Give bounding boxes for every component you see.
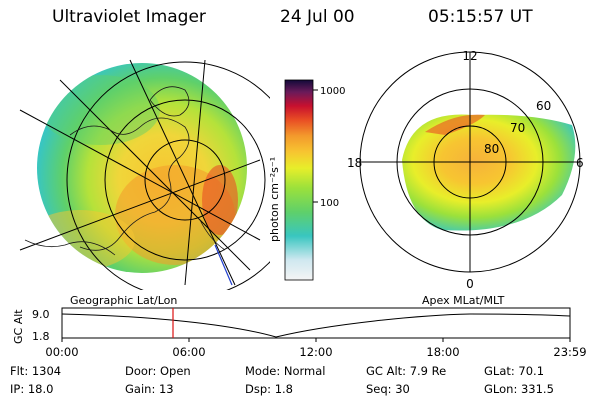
colorbar-tick-label: 1000 [320, 86, 345, 97]
magnetic-polar-plot: 12 18 6 0 60 70 80 [347, 49, 584, 290]
geographic-image-panel [19, 59, 270, 290]
mode-info: Mode: Normal [245, 364, 326, 378]
mlat-label-70: 70 [510, 121, 525, 135]
glon-info: GLon: 331.5 [484, 382, 554, 396]
altitude-ytick: 9.0 [32, 308, 50, 321]
colorbar-tick-label: 100 [320, 198, 339, 209]
altitude-xtick-label: 23:59 [553, 345, 586, 359]
altitude-ytick: 1.8 [32, 330, 50, 343]
dsp-info: Dsp: 1.8 [245, 382, 293, 396]
mlt-label-right: 6 [576, 156, 584, 170]
right-panel-caption: Apex MLat/MLT [422, 294, 505, 307]
altitude-ylabel: GC Alt [12, 309, 25, 344]
door-info: Door: Open [125, 364, 191, 378]
earth-disk [37, 63, 247, 273]
gain-info: Gain: 13 [125, 382, 174, 396]
mlt-label-bottom: 0 [466, 277, 474, 290]
instrument-title: Ultraviolet Imager [52, 7, 206, 27]
flight-info: Flt: 1304 [10, 364, 62, 378]
auroral-oval-image [402, 114, 576, 231]
altitude-xtick-label: 18:00 [426, 345, 459, 359]
coastline-outlines [24, 86, 226, 256]
altitude-xticks [61, 338, 571, 342]
ip-info: IP: 18.0 [10, 382, 54, 396]
colorbar-unit-label: photon cm⁻²s⁻¹ [268, 157, 281, 242]
altitude-xtick-label: 00:00 [45, 345, 78, 359]
polar-grid [359, 51, 581, 273]
image-date: 24 Jul 00 [280, 7, 355, 27]
seq-info: Seq: 30 [366, 382, 410, 396]
left-panel-caption: Geographic Lat/Lon [70, 294, 178, 307]
altitude-curve [61, 313, 571, 338]
glat-info: GLat: 70.1 [484, 364, 545, 378]
colorbar: 1000 100 photon cm⁻²s⁻¹ [268, 79, 345, 281]
altitude-xtick-label: 12:00 [299, 345, 332, 359]
mlat-label-60: 60 [536, 99, 551, 113]
mlt-label-top: 12 [462, 49, 477, 63]
altitude-track-plot: GC Alt 9.0 1.8 00:00 06:00 12:00 18:00 2… [12, 307, 587, 359]
terminator-line [214, 244, 233, 286]
mlat-label-80: 80 [484, 142, 499, 156]
altitude-plot-frame [61, 307, 571, 339]
colorbar-gradient [284, 79, 314, 281]
graticule-lines [19, 59, 270, 290]
mlt-label-left: 18 [347, 156, 362, 170]
image-time: 05:15:57 UT [428, 7, 533, 27]
altitude-xtick-label: 06:00 [172, 345, 205, 359]
gc-alt-info: GC Alt: 7.9 Re [366, 364, 447, 378]
